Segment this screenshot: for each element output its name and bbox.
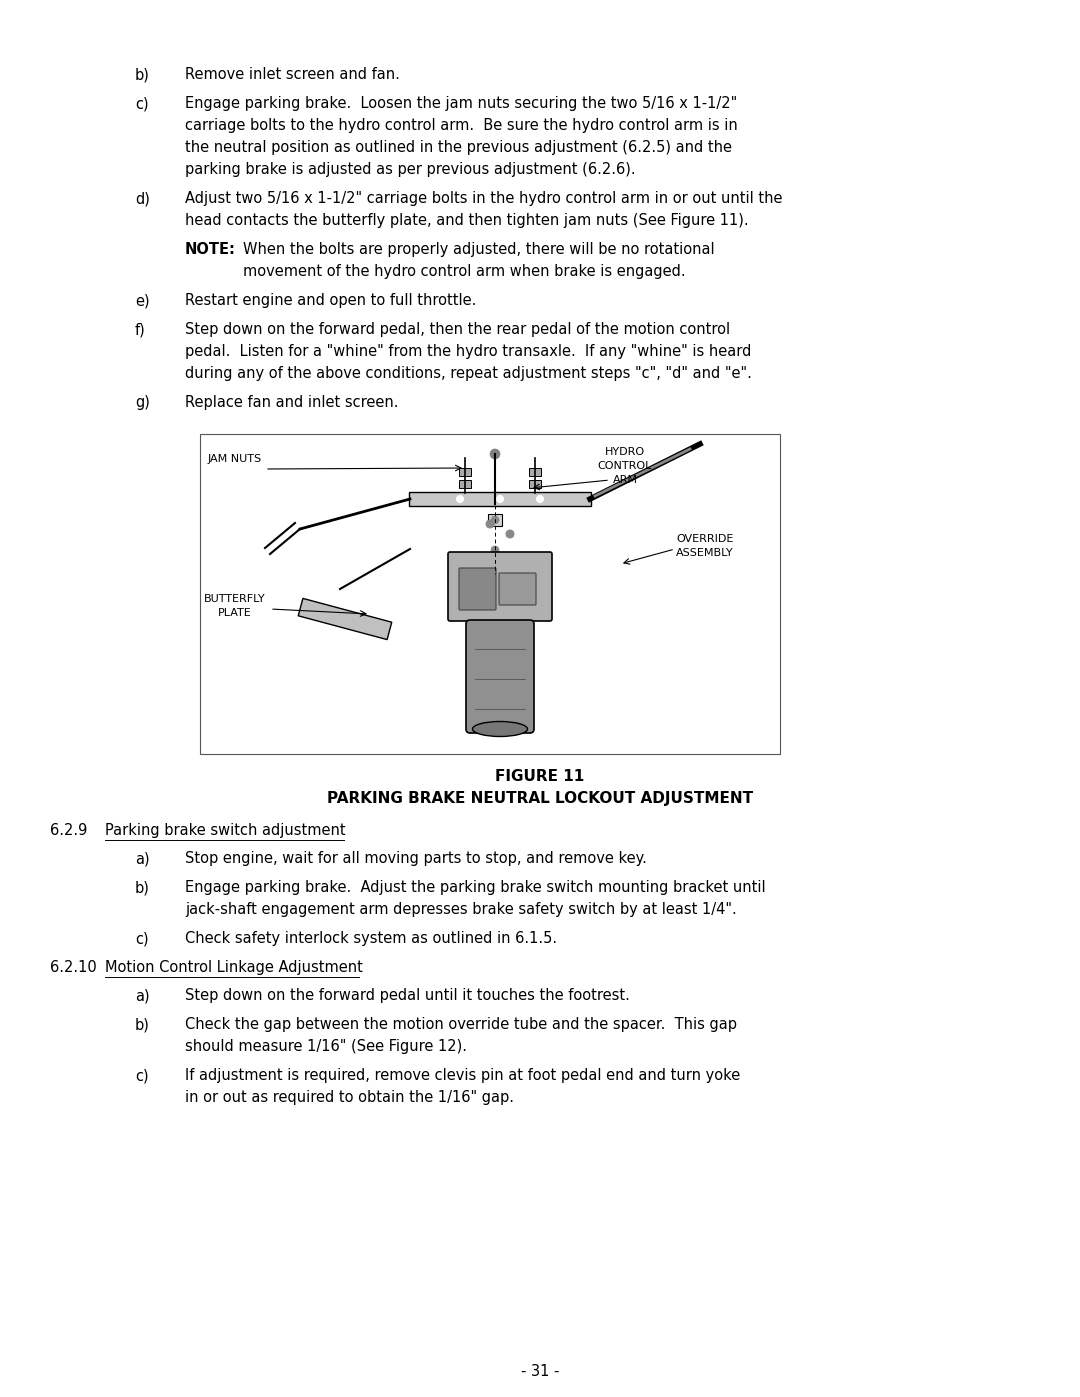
Text: Step down on the forward pedal, then the rear pedal of the motion control: Step down on the forward pedal, then the…: [185, 321, 730, 337]
Text: c): c): [135, 930, 149, 946]
Text: f): f): [135, 321, 146, 337]
Bar: [459, 481, 471, 488]
FancyBboxPatch shape: [459, 569, 496, 610]
Bar: [459, 468, 471, 476]
Text: Engage parking brake.  Loosen the jam nuts securing the two 5/16 x 1-1/2": Engage parking brake. Loosen the jam nut…: [185, 96, 738, 110]
Text: Check safety interlock system as outlined in 6.1.5.: Check safety interlock system as outline…: [185, 930, 557, 946]
Text: NOTE:: NOTE:: [185, 242, 235, 257]
Text: CONTROL: CONTROL: [598, 461, 652, 471]
Text: When the bolts are properly adjusted, there will be no rotational: When the bolts are properly adjusted, th…: [243, 242, 715, 257]
FancyBboxPatch shape: [448, 552, 552, 622]
Bar: [529, 481, 541, 488]
Text: Replace fan and inlet screen.: Replace fan and inlet screen.: [185, 395, 399, 409]
Text: Remove inlet screen and fan.: Remove inlet screen and fan.: [185, 67, 400, 82]
Text: parking brake is adjusted as per previous adjustment (6.2.6).: parking brake is adjusted as per previou…: [185, 162, 636, 177]
Text: a): a): [135, 988, 150, 1003]
Text: carriage bolts to the hydro control arm.  Be sure the hydro control arm is in: carriage bolts to the hydro control arm.…: [185, 117, 738, 133]
Text: g): g): [135, 395, 150, 409]
FancyBboxPatch shape: [499, 573, 536, 605]
Text: JAM NUTS: JAM NUTS: [208, 454, 262, 464]
Circle shape: [537, 496, 543, 503]
Text: in or out as required to obtain the 1/16" gap.: in or out as required to obtain the 1/16…: [185, 1090, 514, 1105]
Text: 6.2.10: 6.2.10: [50, 960, 97, 975]
Text: the neutral position as outlined in the previous adjustment (6.2.5) and the: the neutral position as outlined in the …: [185, 140, 732, 155]
FancyBboxPatch shape: [200, 434, 780, 754]
Text: PLATE: PLATE: [218, 608, 252, 617]
Text: FIGURE 11: FIGURE 11: [496, 768, 584, 784]
FancyBboxPatch shape: [409, 492, 591, 506]
Text: b): b): [135, 67, 150, 82]
Text: e): e): [135, 293, 150, 307]
Bar: [488, 514, 502, 527]
Text: HYDRO: HYDRO: [605, 447, 645, 457]
Text: a): a): [135, 851, 150, 866]
Text: Adjust two 5/16 x 1-1/2" carriage bolts in the hydro control arm in or out until: Adjust two 5/16 x 1-1/2" carriage bolts …: [185, 191, 783, 205]
Text: ASSEMBLY: ASSEMBLY: [676, 548, 733, 557]
Text: Restart engine and open to full throttle.: Restart engine and open to full throttle…: [185, 293, 476, 307]
Circle shape: [491, 576, 499, 584]
Text: pedal.  Listen for a "whine" from the hydro transaxle.  If any "whine" is heard: pedal. Listen for a "whine" from the hyd…: [185, 344, 752, 359]
FancyBboxPatch shape: [465, 620, 534, 733]
Circle shape: [457, 496, 463, 503]
Text: Stop engine, wait for all moving parts to stop, and remove key.: Stop engine, wait for all moving parts t…: [185, 851, 647, 866]
Text: Engage parking brake.  Adjust the parking brake switch mounting bracket until: Engage parking brake. Adjust the parking…: [185, 880, 766, 895]
Text: movement of the hydro control arm when brake is engaged.: movement of the hydro control arm when b…: [243, 264, 686, 279]
Text: BUTTERFLY: BUTTERFLY: [204, 594, 266, 604]
Text: 6.2.9: 6.2.9: [50, 823, 87, 838]
Bar: [529, 468, 541, 476]
Circle shape: [491, 546, 499, 555]
Text: Parking brake switch adjustment: Parking brake switch adjustment: [105, 823, 346, 838]
Text: during any of the above conditions, repeat adjustment steps "c", "d" and "e".: during any of the above conditions, repe…: [185, 366, 752, 381]
Text: Step down on the forward pedal until it touches the footrest.: Step down on the forward pedal until it …: [185, 988, 630, 1003]
Text: Check the gap between the motion override tube and the spacer.  This gap: Check the gap between the motion overrid…: [185, 1017, 737, 1032]
Circle shape: [497, 496, 503, 503]
Text: should measure 1/16" (See Figure 12).: should measure 1/16" (See Figure 12).: [185, 1039, 467, 1053]
Text: c): c): [135, 96, 149, 110]
Ellipse shape: [473, 721, 527, 736]
Text: If adjustment is required, remove clevis pin at foot pedal end and turn yoke: If adjustment is required, remove clevis…: [185, 1067, 740, 1083]
Text: head contacts the butterfly plate, and then tighten jam nuts (See Figure 11).: head contacts the butterfly plate, and t…: [185, 212, 748, 228]
Text: b): b): [135, 1017, 150, 1032]
Circle shape: [507, 529, 514, 538]
Text: c): c): [135, 1067, 149, 1083]
FancyBboxPatch shape: [298, 598, 392, 640]
Text: b): b): [135, 880, 150, 895]
Text: PARKING BRAKE NEUTRAL LOCKOUT ADJUSTMENT: PARKING BRAKE NEUTRAL LOCKOUT ADJUSTMENT: [327, 791, 753, 806]
Circle shape: [490, 448, 500, 460]
Text: OVERRIDE: OVERRIDE: [676, 534, 733, 543]
Circle shape: [486, 520, 494, 528]
Text: jack-shaft engagement arm depresses brake safety switch by at least 1/4".: jack-shaft engagement arm depresses brak…: [185, 902, 737, 916]
Text: Motion Control Linkage Adjustment: Motion Control Linkage Adjustment: [105, 960, 363, 975]
Text: - 31 -: - 31 -: [521, 1365, 559, 1379]
Circle shape: [491, 515, 499, 524]
Text: d): d): [135, 191, 150, 205]
Text: ARM: ARM: [612, 475, 637, 485]
